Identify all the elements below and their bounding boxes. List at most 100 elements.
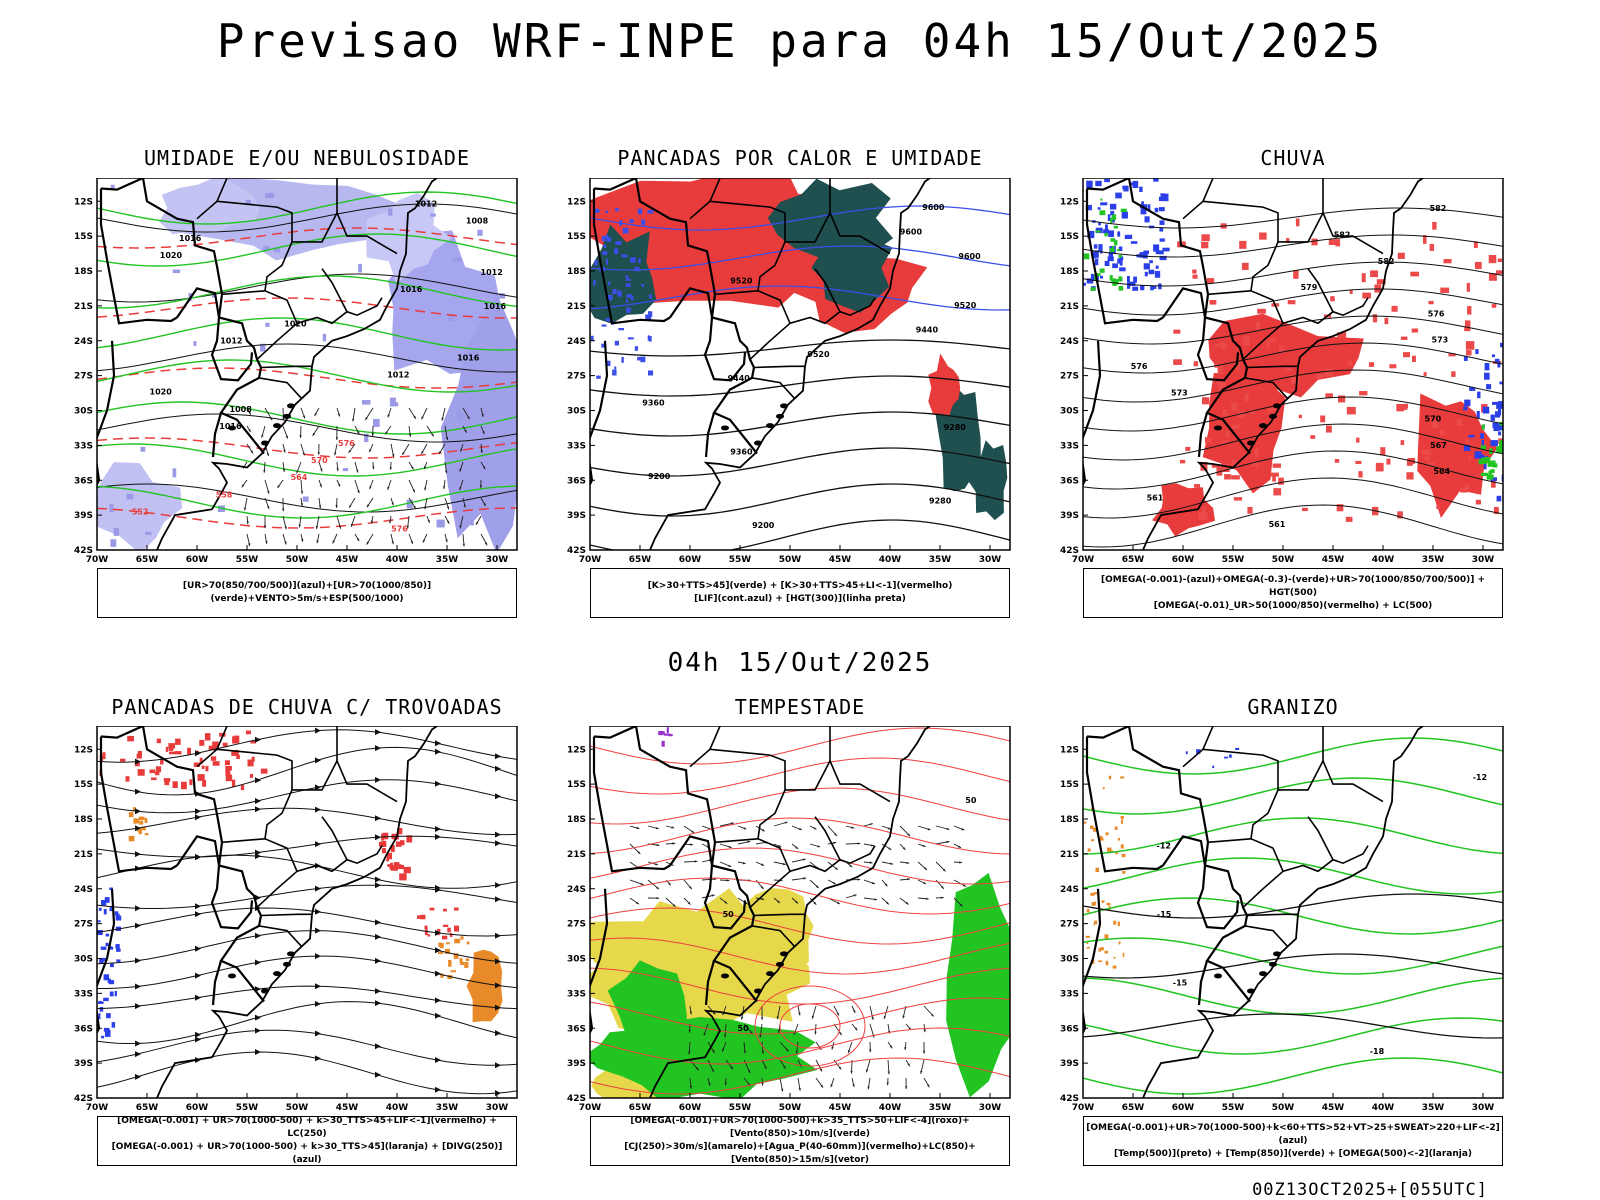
legend-line: [OMEGA(-0.001)-(azul)+OMEGA(-0.3)-(verde…	[1100, 574, 1486, 598]
lat-label: 15S	[567, 232, 586, 242]
contour-label: 1012	[481, 268, 503, 277]
contour-label: 9200	[648, 472, 671, 481]
hgt500-line	[1083, 207, 1503, 229]
hgt500-line	[1083, 423, 1503, 461]
lat-label: 27S	[1060, 920, 1079, 930]
lat-label: 36S	[74, 476, 93, 486]
lat-label: 21S	[74, 850, 93, 860]
lat-label: 12S	[567, 745, 586, 755]
lon-label: 65W	[629, 555, 652, 565]
lat-label: 12S	[74, 745, 93, 755]
contour-label: 9600	[958, 252, 981, 261]
contour-label: 582	[1378, 257, 1395, 266]
hgt500-line	[1083, 288, 1503, 316]
lat-label: 42S	[74, 1094, 93, 1104]
lat-label: 27S	[74, 920, 93, 930]
streamline	[97, 1051, 517, 1095]
lat-label: 33S	[74, 989, 93, 999]
contour-label: -12	[1473, 773, 1487, 782]
lat-label: 36S	[1060, 1024, 1079, 1034]
contour-label: -15	[1173, 978, 1188, 987]
lat-label: 39S	[74, 1059, 93, 1069]
lat-label: 36S	[567, 476, 586, 486]
lon-label: 50W	[779, 1103, 802, 1113]
lon-label: 40W	[386, 555, 409, 565]
thickness-line	[97, 227, 517, 249]
lon-label: 35W	[436, 555, 459, 565]
contour-lines	[97, 191, 517, 547]
lat-label: 18S	[567, 815, 586, 825]
streamline-850	[590, 1057, 1010, 1095]
lon-label: 55W	[1222, 555, 1245, 565]
lon-label: 60W	[186, 555, 209, 565]
temp500-contour	[1083, 893, 1503, 919]
legend-chuva: [OMEGA(-0.001)-(azul)+OMEGA(-0.3)-(verde…	[1083, 568, 1503, 618]
contour-label: 1008	[230, 405, 253, 414]
contour-label: 1012	[220, 336, 242, 345]
contour-lines	[1083, 737, 1503, 1095]
contour-label: 9440	[728, 374, 751, 383]
coastline-borders	[590, 178, 931, 550]
contour-label: 50	[738, 1024, 750, 1033]
hgt300-line	[590, 483, 1010, 517]
streamline	[97, 884, 517, 909]
humidity-contour	[97, 443, 517, 477]
legend-line: [OMEGA(-0.001)+UR>70(1000-500)+k<60+TTS>…	[1086, 1122, 1500, 1146]
map-chuva: 582 582 582 579 576 573 576 573 570 567 564 561 561 1…	[1060, 178, 1504, 565]
lon-label: 45W	[829, 1103, 852, 1113]
legend-line: [UR>70(850/700/500)](azul)+[UR>70(1000/8…	[182, 581, 432, 604]
lon-label: 50W	[286, 1103, 309, 1113]
contour-label: 1016	[484, 302, 507, 311]
lon-label: 70W	[1072, 555, 1095, 565]
lon-label: 35W	[1422, 555, 1445, 565]
lon-label: 30W	[979, 1103, 1002, 1113]
legend-umidade: [UR>70(850/700/500)](azul)+[UR>70(1000/8…	[97, 568, 517, 618]
lat-label: 21S	[74, 302, 93, 312]
valid-time-title: 04h 15/Out/2025	[667, 648, 933, 678]
lif-contour	[590, 205, 1010, 231]
panel-title-granizo: GRANIZO	[1247, 695, 1339, 719]
humidity-contour	[97, 317, 517, 351]
streamline	[97, 1001, 517, 1044]
contour-label: 1016	[400, 285, 423, 294]
hgt500-line	[1083, 477, 1503, 519]
coastline-borders	[97, 726, 438, 1098]
contour-lines	[97, 727, 517, 1097]
hgt500-line	[1083, 504, 1503, 548]
lat-label: 27S	[567, 372, 586, 382]
lat-label: 18S	[1060, 267, 1079, 277]
lat-label: 42S	[1060, 546, 1079, 556]
lat-label: 15S	[74, 232, 93, 242]
legend-pancadas-trovoadas: [OMEGA(-0.001) + UR>70(1000-500) + k>30_…	[97, 1116, 517, 1166]
streamline	[97, 955, 517, 989]
lon-label: 70W	[86, 555, 109, 565]
lon-label: 65W	[136, 555, 159, 565]
contour-label: 9280	[944, 423, 967, 432]
coastline-borders	[590, 726, 931, 1098]
lat-label: 33S	[1060, 441, 1079, 451]
isobar	[97, 413, 517, 443]
contour-label: 1020	[284, 319, 307, 328]
lat-label: 42S	[567, 546, 586, 556]
legend-tempestade: [OMEGA(-0.001)+UR>70(1000-500)+k>35_TTS>…	[590, 1116, 1010, 1166]
lat-label: 15S	[1060, 232, 1079, 242]
contour-label: 582	[1430, 204, 1447, 213]
contour-label: 1008	[466, 217, 489, 226]
lat-label: 36S	[74, 1024, 93, 1034]
lat-label: 27S	[567, 920, 586, 930]
contour-label: -15	[1157, 910, 1172, 919]
contour-label: 1020	[150, 388, 173, 397]
lon-label: 50W	[1272, 1103, 1295, 1113]
contour-lines	[590, 205, 1010, 550]
legend-line: [OMEGA(-0.001)+UR>70(1000-500)+k>35_TTS>…	[630, 1116, 970, 1139]
legend-line: [CJ(250)>30m/s](amarelo)+[Agua_P(40-60mm…	[624, 1142, 976, 1165]
contour-lines	[590, 727, 1010, 1095]
contour-label: -12	[1157, 842, 1171, 851]
lon-label: 50W	[779, 555, 802, 565]
contour-label: 9360	[730, 448, 753, 457]
legend-line: [OMEGA(-0.001) + UR>70(1000-500) + k>30_…	[117, 1116, 497, 1139]
streamline-850	[590, 937, 1010, 975]
map-tempestade: 50 50 50 12S 15S 18S 21S 24S 27S 30S 33S 36S 39S 42S7…	[567, 726, 1011, 1113]
hgt300-line	[590, 447, 1010, 477]
lat-label: 24S	[74, 885, 93, 895]
